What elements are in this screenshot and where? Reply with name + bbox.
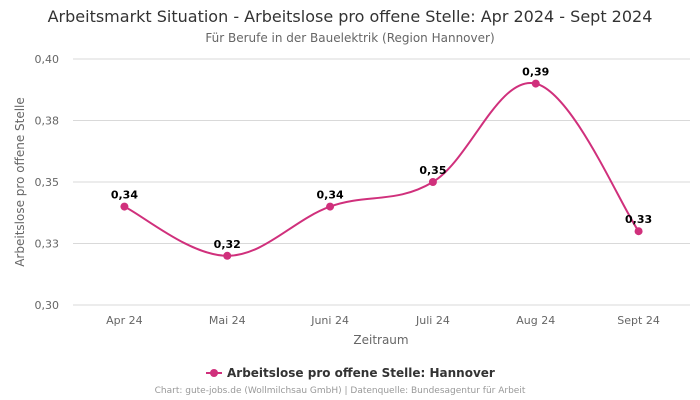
x-tick-label: Apr 24 [106, 314, 143, 327]
y-tick-label: 0,33 [35, 238, 60, 251]
x-tick-label: Mai 24 [209, 314, 246, 327]
chart-subtitle: Für Berufe in der Bauelektrik (Region Ha… [205, 31, 495, 45]
data-label: 0,34 [111, 189, 138, 202]
y-axis-label: Arbeitslose pro offene Stelle [13, 97, 27, 267]
data-label: 0,32 [214, 238, 241, 251]
x-axis-ticks: Apr 24 Mai 24 Juni 24 Juli 24 Aug 24 Sept 24 [106, 314, 660, 327]
chart-credit: Chart: gute-jobs.de (Wollmilchsau GmbH) … [154, 386, 526, 396]
data-label: 0,34 [317, 189, 344, 202]
legend-label: Arbeitslose pro offene Stelle: Hannover [227, 366, 495, 380]
series-layer: 0,34 0,32 0,34 0,35 0,39 0,33 [111, 66, 652, 260]
data-point[interactable] [428, 178, 437, 186]
x-axis-label: Zeitraum [353, 333, 408, 347]
data-label: 0,39 [522, 66, 549, 79]
series-line [123, 82, 640, 257]
y-tick-label: 0,40 [35, 53, 60, 66]
data-point[interactable] [120, 202, 129, 211]
y-axis-ticks: 0,30 0,33 0,35 0,38 0,40 [35, 53, 60, 312]
data-point[interactable] [531, 79, 540, 88]
y-tick-label: 0,35 [35, 176, 60, 189]
x-tick-label: Sept 24 [617, 314, 660, 327]
chart-title: Arbeitsmarkt Situation - Arbeitslose pro… [47, 7, 653, 26]
data-label: 0,33 [625, 213, 652, 226]
legend[interactable]: Arbeitslose pro offene Stelle: Hannover [206, 366, 495, 380]
data-point[interactable] [223, 251, 232, 260]
x-tick-label: Juni 24 [310, 314, 349, 327]
y-tick-label: 0,38 [35, 115, 60, 128]
data-point[interactable] [326, 202, 335, 211]
x-tick-label: Juli 24 [415, 314, 450, 327]
data-label: 0,35 [419, 164, 446, 177]
y-tick-label: 0,30 [35, 299, 60, 312]
x-tick-label: Aug 24 [516, 314, 555, 327]
grid-lines [73, 58, 690, 306]
data-point[interactable] [634, 227, 643, 236]
legend-marker [210, 369, 218, 377]
